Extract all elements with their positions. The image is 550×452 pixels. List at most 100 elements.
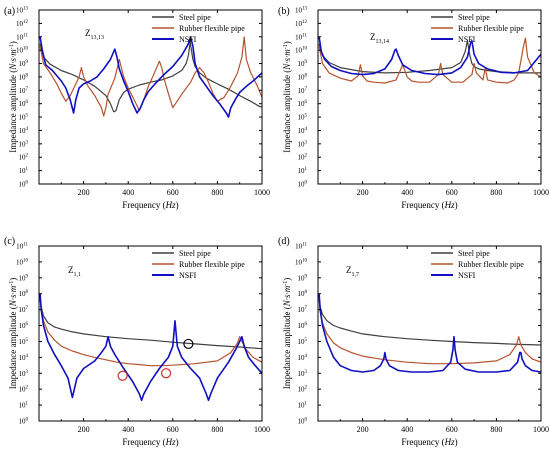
y-tick-label-base: 10 [16, 33, 24, 41]
panel-annotation: Z13,13 [85, 28, 104, 41]
y-tick-label: 103 [19, 370, 29, 378]
y-tick-label: 106 [298, 100, 308, 108]
legend-entry: Rubber flexible pipe [179, 24, 245, 33]
y-tick-label-base: 10 [298, 60, 306, 68]
series-line-nsfi [318, 36, 541, 76]
y-tick-label-exponent: 11 [302, 33, 307, 38]
y-tick-label-base: 10 [19, 306, 27, 314]
x-tick-label: 1000 [533, 425, 549, 434]
y-tick-label: 102 [298, 386, 308, 394]
y-tick-label: 107 [298, 306, 308, 314]
y-tick-label: 102 [298, 154, 308, 162]
y-tick-label-exponent: 2 [305, 386, 308, 391]
panel-annotation: Z1,7 [346, 265, 359, 278]
legend: Steel pipe Rubber flexible pipe NSFI [152, 249, 245, 280]
panel-annotation: Z1,1 [68, 265, 81, 278]
y-tick-label: 104 [298, 127, 308, 135]
y-tick-label: 103 [19, 140, 29, 148]
y-tick-label-base: 10 [19, 322, 27, 330]
y-tick-label-base: 10 [298, 418, 306, 426]
y-tick-label: 101 [298, 167, 308, 175]
x-tick-label: 1000 [254, 188, 270, 197]
y-tick-label: 108 [298, 73, 308, 81]
y-tick-label-exponent: 8 [305, 290, 308, 295]
y-tick-label-base: 10 [19, 402, 27, 410]
y-tick-label-base: 10 [298, 100, 306, 108]
y-tick-label-exponent: 8 [26, 290, 29, 295]
y-tick-label-base: 10 [19, 167, 27, 175]
y-tick-label-base: 10 [19, 274, 27, 282]
y-tick-label: 107 [19, 87, 29, 95]
y-tick-label: 103 [298, 370, 308, 378]
y-tick-label-exponent: 9 [26, 274, 29, 279]
y-tick-label-exponent: 0 [26, 181, 29, 186]
y-tick-label-exponent: 0 [26, 418, 29, 423]
y-tick-label-exponent: 2 [305, 154, 308, 159]
y-tick-label-exponent: 8 [305, 73, 308, 78]
y-tick-label-base: 10 [298, 370, 306, 378]
y-tick-label-exponent: 7 [305, 306, 308, 311]
y-tick-label-base: 10 [298, 402, 306, 410]
y-tick-label-base: 10 [16, 47, 24, 55]
y-tick-label-exponent: 10 [23, 258, 29, 263]
legend: Steel pipe Rubber flexible pipe NSFI [431, 249, 524, 280]
y-tick-label-exponent: 0 [305, 181, 308, 186]
y-tick-label-base: 10 [298, 154, 306, 162]
y-tick-label: 102 [19, 154, 29, 162]
y-axis-label: Impedance amplitude (N·s·m-1) [8, 41, 18, 152]
y-tick-label-exponent: 6 [26, 322, 29, 327]
x-tick-label: 200 [357, 425, 369, 434]
y-tick-label: 108 [298, 290, 308, 298]
y-tick-label: 1012 [16, 20, 29, 28]
y-tick-label-base: 10 [19, 386, 27, 394]
y-tick-label-base: 10 [295, 258, 303, 266]
x-tick-label: 1000 [254, 425, 270, 434]
legend-entry: Rubber flexible pipe [458, 260, 524, 269]
x-tick-label: 800 [490, 188, 502, 197]
x-tick-label: 400 [401, 425, 413, 434]
y-tick-label-exponent: 5 [26, 114, 29, 119]
series-line-nsfi [39, 36, 262, 118]
y-tick-label-exponent: 8 [26, 73, 29, 78]
y-tick-label: 105 [19, 338, 29, 346]
y-tick-label: 1010 [295, 47, 308, 55]
y-tick-label-exponent: 6 [305, 100, 308, 105]
y-tick-label: 107 [19, 306, 29, 314]
x-tick-label: 1000 [533, 188, 549, 197]
x-axis-label: Frequency (Hz) [122, 200, 178, 210]
y-tick-label-exponent: 4 [305, 354, 308, 359]
x-tick-label: 800 [211, 188, 223, 197]
x-axis-label: Frequency (Hz) [401, 437, 457, 447]
y-tick-label-exponent: 5 [26, 338, 29, 343]
y-tick-label: 1010 [16, 258, 29, 266]
y-tick-label-base: 10 [298, 338, 306, 346]
y-tick-label: 100 [19, 181, 29, 189]
annotation-circle-1 [117, 370, 128, 381]
y-tick-label: 106 [19, 322, 29, 330]
y-tick-label-base: 10 [298, 127, 306, 135]
y-tick-label: 109 [298, 60, 308, 68]
y-tick-label-exponent: 10 [23, 47, 29, 52]
y-axis-label: Impedance amplitude (N·s·m-1) [8, 278, 18, 389]
legend-entry: NSFI [458, 271, 476, 280]
panel-label: (a) [4, 6, 15, 17]
legend-entry: Steel pipe [179, 13, 211, 22]
y-tick-label-exponent: 4 [305, 127, 308, 132]
y-tick-label: 106 [19, 100, 29, 108]
x-tick-label: 200 [357, 188, 369, 197]
series-line-steel-pipe [39, 298, 262, 350]
y-tick-label: 105 [298, 338, 308, 346]
panel-label: (c) [4, 236, 15, 247]
x-axis-label: Frequency (Hz) [401, 200, 457, 210]
annotation-circle-2 [161, 368, 172, 379]
y-tick-label: 1010 [16, 47, 29, 55]
y-tick-label: 101 [298, 402, 308, 410]
series-line-steel-pipe [318, 298, 541, 346]
y-tick-label: 104 [298, 354, 308, 362]
legend-entry: NSFI [179, 271, 197, 280]
y-tick-label: 101 [19, 402, 29, 410]
y-tick-label-exponent: 2 [26, 386, 29, 391]
y-tick-label-base: 10 [19, 181, 27, 189]
legend-entry: NSFI [179, 35, 197, 44]
